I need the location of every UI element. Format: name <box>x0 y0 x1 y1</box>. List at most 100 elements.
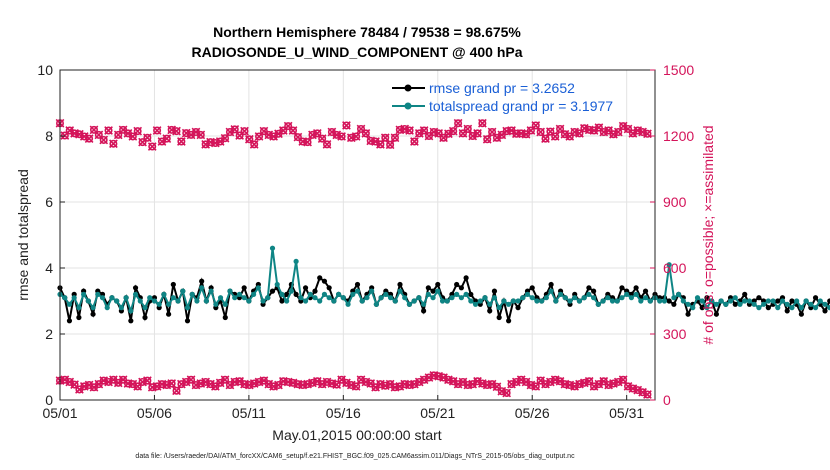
x-tick-label: 05/31 <box>609 405 644 421</box>
spread-point <box>170 295 176 301</box>
legend-rmse-label: rmse grand pr = 3.2652 <box>429 80 575 96</box>
obs-possible-point <box>463 124 473 134</box>
rmse-point <box>397 281 403 288</box>
spread-point <box>704 305 710 311</box>
spread-point <box>775 305 781 311</box>
y-tick-label-right: 300 <box>663 326 687 342</box>
spread-point <box>609 298 616 304</box>
spread-point <box>506 301 512 307</box>
obs-possible-point <box>482 134 492 144</box>
rmse-point <box>430 288 436 294</box>
spread-point <box>619 295 625 301</box>
spread-point <box>690 305 696 311</box>
legend-rmse-marker <box>404 84 412 92</box>
obs-possible-point <box>84 134 94 144</box>
spread-point <box>180 288 186 294</box>
plot-series <box>55 118 830 399</box>
spread-point <box>784 301 790 307</box>
y-axis-right: 0 300 600 900 1200 1500 <box>650 62 694 408</box>
spread-point <box>331 298 337 304</box>
spread-point <box>439 298 446 304</box>
spread-point <box>118 305 124 311</box>
spread-point <box>581 295 587 301</box>
spread-point <box>189 291 195 297</box>
spread-point <box>812 305 819 311</box>
obs-possible-point <box>240 126 249 136</box>
spread-point <box>614 298 620 304</box>
spread-point <box>402 295 408 301</box>
rmse-point <box>132 285 139 291</box>
rmse-point <box>435 281 441 288</box>
spread-point <box>685 301 691 307</box>
spread-point <box>444 298 450 304</box>
spread-point <box>435 288 441 294</box>
spread-point <box>779 298 786 304</box>
obs-assimilated-point <box>468 379 478 389</box>
rmse-point <box>742 291 748 297</box>
spread-point <box>373 301 379 307</box>
obs-possible-point <box>531 121 541 130</box>
spread-point <box>364 295 370 301</box>
obs-assimilated-point <box>643 390 652 399</box>
spread-point <box>510 298 516 304</box>
obs-possible-point <box>575 128 584 138</box>
rmse-point <box>491 288 498 294</box>
spread-point <box>284 298 290 304</box>
obs-possible-point <box>322 139 332 149</box>
spread-point <box>246 298 252 304</box>
spread-point <box>269 245 276 251</box>
spread-point <box>421 301 427 307</box>
rmse-point <box>284 291 290 297</box>
rmse-point <box>293 291 299 297</box>
spread-point <box>406 301 413 307</box>
rmse-point <box>642 288 649 294</box>
spread-point <box>709 298 715 304</box>
y-tick-label-left: 0 <box>45 392 53 408</box>
spread-point <box>236 291 243 297</box>
obs-possible-point <box>109 139 118 149</box>
rmse-point <box>279 298 285 304</box>
rmse-point <box>756 295 762 301</box>
spread-point <box>539 298 545 304</box>
spread-point <box>534 298 540 304</box>
spread-point <box>161 291 167 297</box>
spread-point <box>727 298 734 304</box>
spread-point <box>605 295 611 301</box>
spread-point <box>671 295 677 301</box>
rmse-point <box>487 308 493 314</box>
rmse-point <box>222 314 228 321</box>
rmse-point <box>66 318 73 324</box>
x-tick-label: 05/26 <box>515 405 550 421</box>
legend: rmse grand pr = 3.2652 totalspread grand… <box>392 80 613 114</box>
spread-point <box>312 295 318 301</box>
spread-point <box>425 291 431 297</box>
rmse-point <box>789 298 795 304</box>
spread-point <box>95 291 101 297</box>
spread-point <box>449 295 455 301</box>
spread-point <box>458 295 464 301</box>
obs-possible-point <box>303 137 312 147</box>
chart-title: Northern Hemisphere 78484 / 79538 = 98.6… <box>213 24 521 40</box>
obs-possible-point <box>473 128 482 138</box>
obs-assimilated-point <box>94 379 104 389</box>
spread-point <box>321 291 328 297</box>
spread-point <box>232 295 238 301</box>
spread-point <box>572 295 578 301</box>
spread-point <box>217 295 224 301</box>
spread-point <box>472 301 479 307</box>
y-tick-label-right: 1200 <box>663 128 694 144</box>
x-tick-label: 05/16 <box>326 405 361 421</box>
spread-point <box>732 295 738 301</box>
x-tick-label: 05/11 <box>232 405 266 421</box>
rmse-point <box>812 295 819 301</box>
spread-point <box>647 298 653 304</box>
obs-possible-point <box>249 139 259 149</box>
rmse-point <box>671 301 677 307</box>
rmse-point <box>822 308 828 314</box>
rmse-point <box>798 311 804 317</box>
spread-point <box>76 305 82 311</box>
rmse-point <box>354 281 361 288</box>
spread-point <box>798 305 804 311</box>
spread-point <box>756 305 762 311</box>
spread-point <box>203 298 209 304</box>
